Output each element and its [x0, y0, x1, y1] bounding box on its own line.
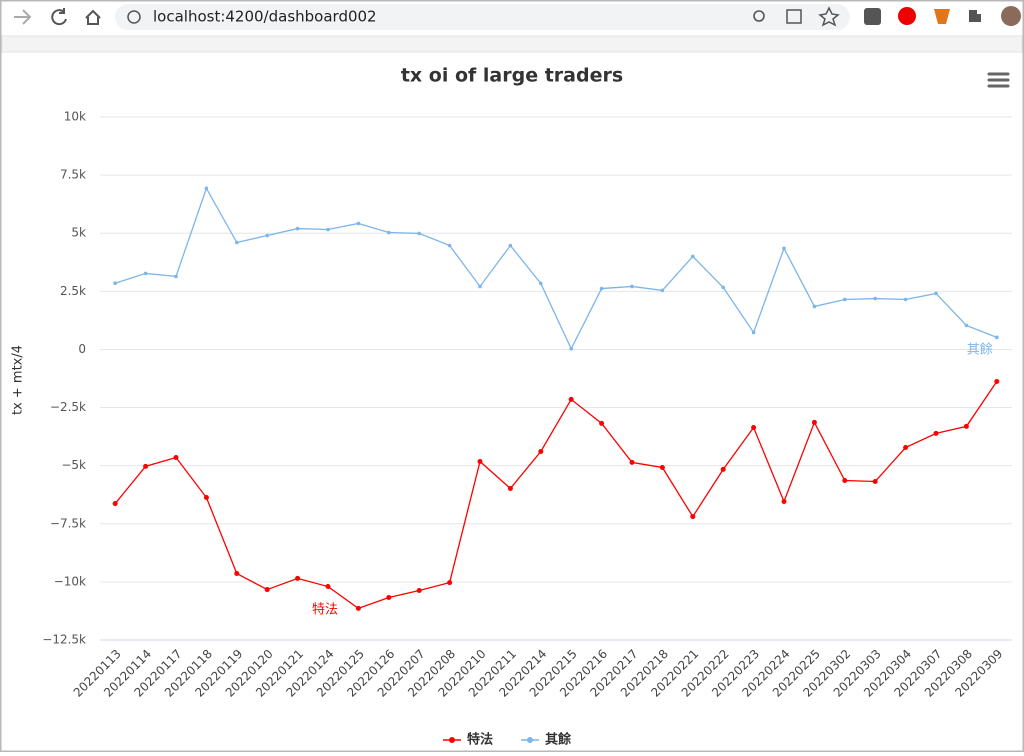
point — [356, 221, 361, 226]
home-button[interactable] — [85, 9, 101, 25]
point — [964, 323, 969, 328]
point — [265, 233, 270, 238]
series-label: 其餘 — [967, 342, 993, 358]
chart-menu[interactable] — [987, 72, 1010, 88]
point — [720, 466, 726, 472]
point — [751, 425, 757, 431]
point — [873, 296, 877, 301]
point — [933, 430, 939, 436]
y-tick-label: 7.5k — [60, 168, 86, 182]
point — [660, 288, 665, 293]
point — [235, 240, 239, 245]
y-tick-label: −10k — [54, 574, 86, 588]
point — [234, 571, 240, 577]
point — [995, 335, 999, 340]
legend-marker — [449, 737, 455, 743]
point — [843, 297, 847, 302]
info-icon[interactable] — [127, 10, 141, 24]
y-tick-label: −5k — [61, 458, 86, 472]
point — [174, 274, 178, 279]
address-bar[interactable] — [115, 4, 850, 30]
point — [811, 419, 817, 425]
page-header-bar — [1, 35, 1023, 53]
point — [325, 584, 331, 590]
y-tick-label: −2.5k — [50, 400, 86, 414]
point — [721, 285, 725, 290]
point — [112, 501, 118, 507]
point — [782, 246, 786, 251]
point — [781, 498, 787, 504]
point — [812, 304, 817, 309]
extension-icon[interactable] — [934, 9, 950, 24]
chart-title: tx oi of large traders — [401, 65, 623, 87]
point — [295, 226, 300, 231]
point — [417, 231, 422, 236]
forward-button[interactable] — [14, 9, 32, 25]
point — [842, 478, 848, 484]
point — [538, 448, 544, 454]
bookmark-icon[interactable] — [818, 6, 840, 27]
legend-label[interactable]: 其餘 — [545, 732, 572, 748]
point — [630, 284, 634, 289]
point — [539, 281, 543, 286]
extension-icon[interactable] — [864, 8, 881, 25]
y-axis-label: tx + mtx/4 — [11, 345, 26, 415]
legend-marker — [527, 737, 533, 743]
point — [507, 485, 513, 491]
y-tick-label: 0 — [78, 342, 86, 356]
point — [508, 243, 513, 248]
profile-avatar[interactable] — [1001, 6, 1021, 26]
point — [386, 594, 392, 600]
point — [264, 587, 270, 593]
point — [963, 423, 969, 429]
series-label: 特法 — [312, 603, 338, 618]
y-tick-label: 10k — [64, 110, 86, 124]
share-icon[interactable] — [786, 9, 802, 24]
point — [204, 186, 209, 191]
point — [387, 230, 391, 235]
point — [477, 458, 483, 464]
series-line — [114, 381, 998, 610]
point — [569, 346, 573, 351]
zoom-icon[interactable] — [753, 10, 765, 22]
y-tick-label: −12.5k — [42, 633, 86, 647]
point — [143, 271, 148, 276]
point — [659, 465, 665, 471]
point — [173, 455, 179, 461]
point — [416, 587, 422, 593]
point — [872, 478, 878, 484]
extensions-menu[interactable] — [969, 10, 981, 22]
point — [599, 420, 605, 426]
point — [295, 575, 301, 581]
point — [203, 495, 209, 501]
point — [903, 445, 909, 451]
point — [568, 396, 574, 402]
point — [599, 286, 604, 291]
reload-button[interactable] — [51, 8, 67, 26]
point — [355, 605, 361, 611]
y-tick-label: −7.5k — [50, 516, 86, 530]
point — [691, 254, 695, 259]
point — [326, 227, 330, 232]
series-line — [115, 186, 998, 351]
point — [447, 243, 452, 248]
legend-label[interactable]: 特法 — [467, 732, 493, 748]
point — [934, 291, 938, 296]
y-tick-label: 2.5k — [60, 284, 86, 298]
point — [629, 459, 635, 465]
url: localhost:4200/dashboard002 — [153, 8, 377, 26]
point — [903, 297, 908, 302]
point — [143, 463, 149, 469]
point — [751, 330, 756, 335]
point — [113, 281, 117, 285]
extension-icon[interactable] — [898, 7, 916, 25]
point — [478, 284, 482, 289]
point — [447, 580, 453, 586]
point — [690, 514, 696, 520]
y-tick-label: 5k — [71, 226, 86, 240]
point — [994, 379, 1000, 385]
